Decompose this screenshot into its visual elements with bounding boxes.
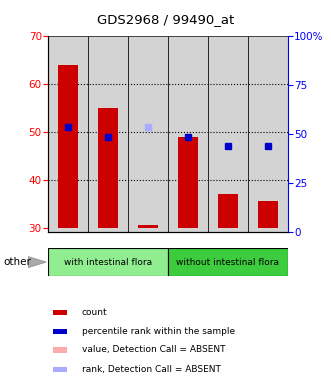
Bar	[88, 36, 128, 232]
Text: count: count	[81, 308, 107, 317]
Bar	[53, 367, 67, 372]
Bar	[53, 348, 67, 353]
Text: percentile rank within the sample: percentile rank within the sample	[81, 327, 235, 336]
Bar	[48, 36, 88, 232]
Bar	[168, 248, 288, 276]
Text: with intestinal flora: with intestinal flora	[64, 258, 152, 266]
Bar	[248, 36, 288, 232]
Bar	[208, 36, 248, 232]
Bar	[178, 137, 198, 228]
Bar	[48, 248, 168, 276]
Text: value, Detection Call = ABSENT: value, Detection Call = ABSENT	[81, 346, 225, 354]
Text: other: other	[3, 257, 31, 267]
Polygon shape	[28, 257, 46, 268]
Bar	[218, 194, 238, 228]
Bar	[98, 108, 118, 228]
Text: rank, Detection Call = ABSENT: rank, Detection Call = ABSENT	[81, 365, 220, 374]
Text: without intestinal flora: without intestinal flora	[176, 258, 279, 266]
Bar	[58, 65, 78, 228]
Bar	[128, 36, 168, 232]
Text: GDS2968 / 99490_at: GDS2968 / 99490_at	[97, 13, 234, 26]
Bar	[53, 310, 67, 315]
Bar	[168, 36, 208, 232]
Bar	[138, 225, 158, 228]
Bar	[258, 201, 278, 228]
Bar	[53, 329, 67, 334]
